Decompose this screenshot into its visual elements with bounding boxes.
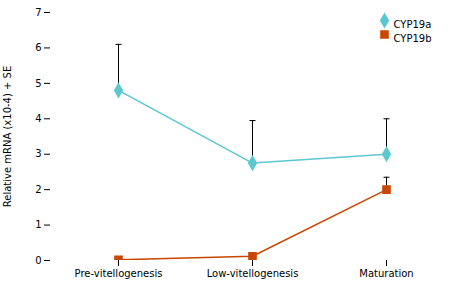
svg-text:Maturation: Maturation [359, 268, 413, 279]
svg-text:0: 0 [35, 255, 41, 266]
svg-text:1: 1 [35, 219, 41, 230]
svg-text:5: 5 [35, 78, 41, 89]
svg-text:CYP19b: CYP19b [394, 33, 432, 44]
svg-text:7: 7 [35, 7, 41, 18]
svg-text:3: 3 [35, 148, 41, 159]
svg-text:Pre-vitellogenesis: Pre-vitellogenesis [75, 268, 163, 279]
svg-text:4: 4 [35, 113, 41, 124]
svg-text:6: 6 [35, 42, 41, 53]
svg-text:Low-vitellogenesis: Low-vitellogenesis [207, 268, 299, 279]
svg-text:Relative mRNA (x10-4) + SE: Relative mRNA (x10-4) + SE [2, 66, 13, 208]
svg-text:CYP19a: CYP19a [394, 19, 432, 30]
svg-text:2: 2 [35, 184, 41, 195]
